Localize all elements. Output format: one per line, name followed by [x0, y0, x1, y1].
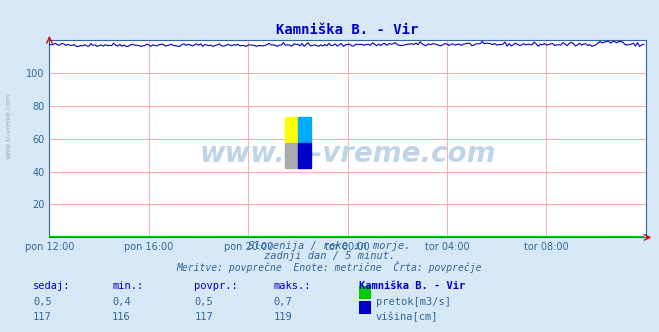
- Text: pretok[m3/s]: pretok[m3/s]: [376, 297, 451, 307]
- Text: sedaj:: sedaj:: [33, 281, 71, 290]
- Text: 117: 117: [194, 312, 213, 322]
- Text: 0,4: 0,4: [112, 297, 130, 307]
- Text: 116: 116: [112, 312, 130, 322]
- Text: www.si-vreme.com: www.si-vreme.com: [200, 140, 496, 168]
- Text: www.si-vreme.com: www.si-vreme.com: [5, 93, 11, 159]
- Title: Kamniška B. - Vir: Kamniška B. - Vir: [276, 23, 419, 37]
- Text: 117: 117: [33, 312, 51, 322]
- Text: višina[cm]: višina[cm]: [376, 312, 438, 322]
- Text: 0,5: 0,5: [33, 297, 51, 307]
- Text: 119: 119: [273, 312, 292, 322]
- Bar: [285, 142, 298, 168]
- Text: maks.:: maks.:: [273, 281, 311, 290]
- Text: zadnji dan / 5 minut.: zadnji dan / 5 minut.: [264, 251, 395, 261]
- Text: 0,7: 0,7: [273, 297, 292, 307]
- Text: 0,5: 0,5: [194, 297, 213, 307]
- Text: povpr.:: povpr.:: [194, 281, 238, 290]
- Bar: [298, 142, 311, 168]
- Text: Meritve: povprečne  Enote: metrične  Črta: povprečje: Meritve: povprečne Enote: metrične Črta:…: [177, 261, 482, 273]
- Text: Slovenija / reke in morje.: Slovenija / reke in morje.: [248, 241, 411, 251]
- Bar: [285, 117, 298, 142]
- Text: min.:: min.:: [112, 281, 143, 290]
- Bar: [298, 117, 311, 142]
- Text: Kamniška B. - Vir: Kamniška B. - Vir: [359, 281, 465, 290]
